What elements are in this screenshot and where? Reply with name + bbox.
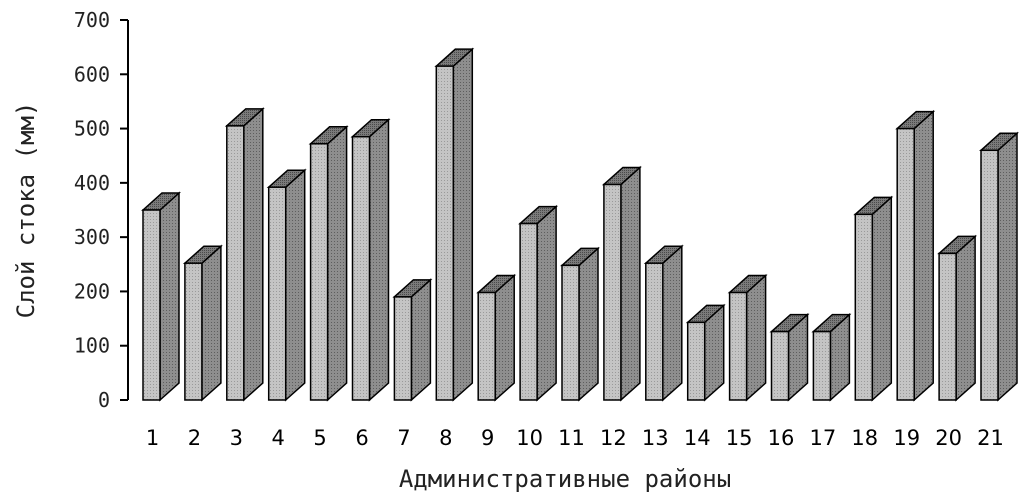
y-ticks: 0 100 200 300 400 500 600 700: [74, 8, 128, 412]
x-tick-label: 11: [558, 426, 585, 450]
bar: [224, 107, 265, 402]
bar-group: [141, 47, 1019, 402]
x-tick-label: 16: [768, 426, 795, 450]
x-tick-label: 9: [481, 426, 494, 450]
y-axis-title: Слой стока (мм): [12, 102, 40, 319]
x-tick-label: 14: [684, 426, 711, 450]
bar-front-face: [645, 262, 664, 401]
bar-side-face: [159, 191, 180, 402]
bar-front-face: [142, 209, 161, 401]
y-tick-label: 100: [74, 334, 110, 358]
bar: [895, 109, 936, 402]
y-tick-label: 300: [74, 225, 110, 249]
x-tick-label: 3: [230, 426, 243, 450]
bar-front-face: [561, 264, 580, 401]
bar-front-face: [896, 127, 915, 401]
x-tick-label: 13: [642, 426, 669, 450]
bar: [811, 312, 852, 402]
bar-front-face: [519, 222, 538, 401]
bar-front-face: [728, 291, 748, 401]
x-tick-label: 7: [397, 426, 410, 450]
x-tick-label: 19: [893, 426, 920, 450]
x-tick-label: 6: [355, 426, 368, 450]
bar: [350, 118, 391, 402]
bar: [182, 244, 223, 402]
bar: [476, 273, 517, 402]
bar-front-face: [938, 252, 957, 401]
bar-side-face: [955, 234, 976, 402]
bar-front-face: [184, 262, 203, 401]
bar: [979, 131, 1019, 402]
bar: [601, 165, 642, 402]
bar-side-face: [745, 273, 767, 402]
bar-side-face: [368, 118, 390, 402]
bar-front-face: [351, 135, 371, 401]
x-tick-label: 15: [726, 426, 753, 450]
bar: [266, 168, 307, 402]
bar-side-face: [410, 278, 432, 402]
bar-side-face: [578, 246, 599, 402]
bar-front-face: [267, 186, 287, 401]
bar: [434, 47, 475, 402]
x-tick-label: 8: [439, 426, 452, 450]
bar: [518, 204, 559, 402]
bar-front-face: [435, 65, 455, 401]
bar: [853, 195, 894, 402]
bar-front-face: [812, 330, 832, 401]
x-tick-label: 20: [935, 426, 962, 450]
y-tick-label: 400: [74, 171, 110, 195]
bar: [141, 191, 181, 402]
bar-front-face: [603, 183, 622, 401]
x-tick-label: 1: [146, 426, 159, 450]
x-tick-label: 2: [188, 426, 201, 450]
y-tick-label: 600: [74, 62, 110, 86]
bar-front-face: [854, 213, 874, 401]
x-axis-title: Административные районы: [399, 465, 731, 493]
bar-side-face: [620, 165, 641, 402]
bar-front-face: [393, 296, 413, 401]
x-tick-label: 21: [977, 426, 1004, 450]
bar: [560, 246, 600, 402]
bar-side-face: [284, 168, 306, 402]
bar-front-face: [770, 330, 790, 401]
bar-side-face: [871, 195, 893, 402]
x-tick-label: 4: [272, 426, 285, 450]
x-tick-label: 18: [851, 426, 878, 450]
x-tick-label: 17: [810, 426, 837, 450]
x-tick-label: 10: [516, 426, 543, 450]
bar-side-face: [201, 244, 222, 402]
y-tick-label: 500: [74, 117, 110, 141]
bar-side-face: [452, 47, 474, 402]
y-tick-label: 0: [98, 388, 110, 412]
bar: [643, 244, 684, 402]
bar-side-face: [494, 273, 515, 402]
bar-side-face: [243, 107, 264, 402]
bar-side-face: [913, 109, 934, 402]
bar-front-face: [980, 149, 999, 401]
y-tick-label: 700: [74, 8, 110, 32]
bar: [392, 278, 433, 402]
bar-front-face: [686, 321, 706, 401]
bar: [769, 312, 810, 402]
x-tick-labels: 1 2 3 4 5 6 7 8 9 10 11 12 13 14 15 16 17 18 19 20 21: [146, 426, 1004, 450]
bar-side-face: [997, 131, 1018, 402]
y-tick-label: 200: [74, 279, 110, 303]
bar-side-face: [536, 204, 557, 402]
bar: [727, 273, 768, 402]
bar-side-face: [662, 244, 683, 402]
bar-front-face: [477, 291, 496, 401]
x-tick-label: 12: [600, 426, 627, 450]
bar-front-face: [226, 125, 245, 401]
bar: [308, 125, 349, 402]
bar: [685, 303, 726, 402]
bar-side-face: [326, 125, 348, 402]
bar: [937, 234, 978, 402]
bar-front-face: [309, 143, 329, 401]
x-tick-label: 5: [313, 426, 326, 450]
